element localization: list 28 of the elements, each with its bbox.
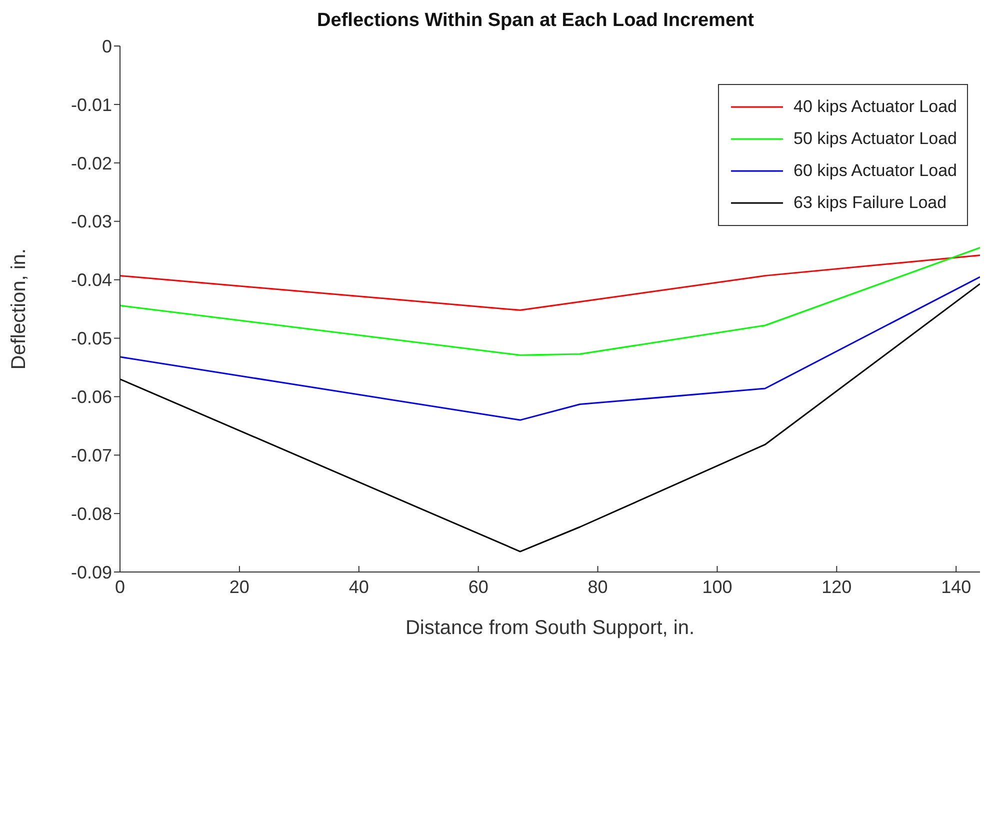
x-tick-label: 40 [348,576,369,597]
y-tick-label: -0.07 [70,446,112,466]
x-tick-label: 100 [702,576,732,597]
chart-title: Deflections Within Span at Each Load Increment [316,9,755,33]
y-tick-label: -0.01 [70,94,112,115]
legend-label: 60 kips Actuator Load [793,161,957,181]
x-tick-label: 120 [822,576,852,597]
x-tick-label: 60 [468,576,488,597]
y-tick-label: -0.03 [70,212,112,232]
legend-label: 63 kips Failure Load [793,193,947,213]
y-axis-title: Deflection, in. [8,248,30,370]
x-tick-label: 140 [941,576,972,597]
y-tick-label: -0.02 [70,153,112,174]
y-tick-label: -0.09 [70,562,112,582]
legend-label: 50 kips Actuator Load [793,129,957,149]
y-tick-label: -0.04 [70,270,112,290]
legend-label: 40 kips Actuator Load [793,97,957,117]
y-tick-label: 0 [102,36,112,56]
line-series [120,276,980,421]
y-tick-label: -0.08 [70,504,112,524]
y-tick-label: -0.05 [70,328,112,349]
x-tick-label: 0 [114,576,126,597]
x-axis-title: Distance from South Support, in. [405,617,695,639]
line-series [120,283,980,552]
y-tick-label: -0.06 [70,387,112,408]
x-tick-label: 80 [588,576,608,597]
line-series [120,246,980,356]
x-tick-label: 20 [229,576,250,597]
